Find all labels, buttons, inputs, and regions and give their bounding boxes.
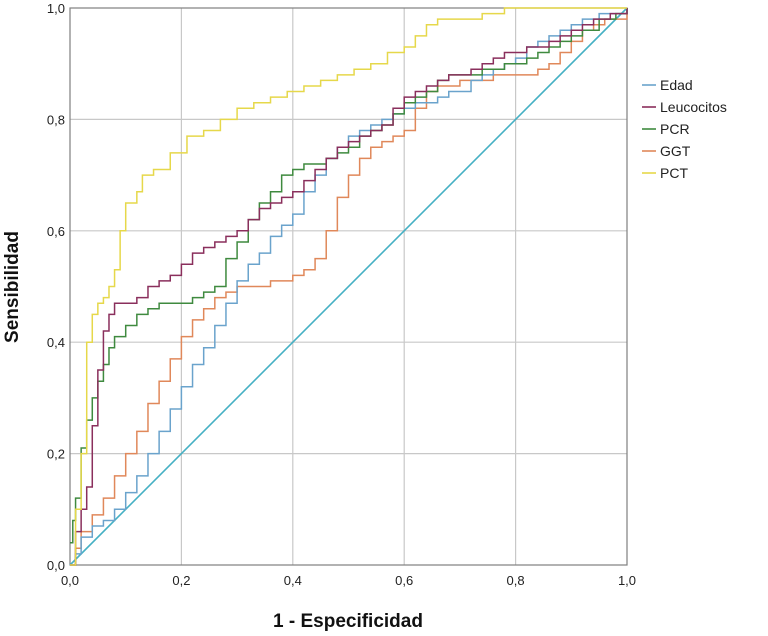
legend-label-pcr: PCR	[660, 121, 690, 137]
series-line-pcr	[70, 8, 628, 544]
y-tick-label: 0,2	[47, 447, 65, 462]
legend: Edad Leucocitos PCR GGT PCT	[642, 77, 727, 181]
x-tick-label: 0,0	[61, 573, 79, 588]
series-line-leucocitos	[70, 8, 628, 566]
x-tick-label: 0,8	[507, 573, 525, 588]
plot-frame	[69, 7, 628, 566]
legend-label-leucocitos: Leucocitos	[660, 99, 727, 115]
y-axis-title: Sensibilidad	[2, 231, 23, 343]
x-axis-ticks: 0,0 0,2 0,4 0,6 0,8 1,0	[61, 573, 636, 588]
series-layer	[69, 7, 628, 566]
series-line-ggt	[70, 8, 628, 566]
x-tick-label: 0,4	[284, 573, 302, 588]
x-tick-label: 0,6	[395, 573, 413, 588]
legend-label-pct: PCT	[660, 165, 688, 181]
series-line-pct	[70, 7, 627, 566]
legend-label-ggt: GGT	[660, 143, 691, 159]
reference-diagonal-line	[69, 7, 628, 566]
y-tick-label: 0,8	[47, 112, 65, 127]
y-axis-ticks: 0,0 0,2 0,4 0,6 0,8 1,0	[47, 1, 65, 573]
x-tick-label: 0,2	[172, 573, 190, 588]
y-tick-label: 1,0	[47, 1, 65, 16]
x-axis-title: 1 - Especificidad	[273, 611, 423, 632]
x-tick-label: 1,0	[618, 573, 636, 588]
legend-label-edad: Edad	[660, 77, 693, 93]
y-tick-label: 0,4	[47, 335, 65, 350]
y-tick-label: 0,0	[47, 558, 65, 573]
y-tick-label: 0,6	[47, 224, 65, 239]
